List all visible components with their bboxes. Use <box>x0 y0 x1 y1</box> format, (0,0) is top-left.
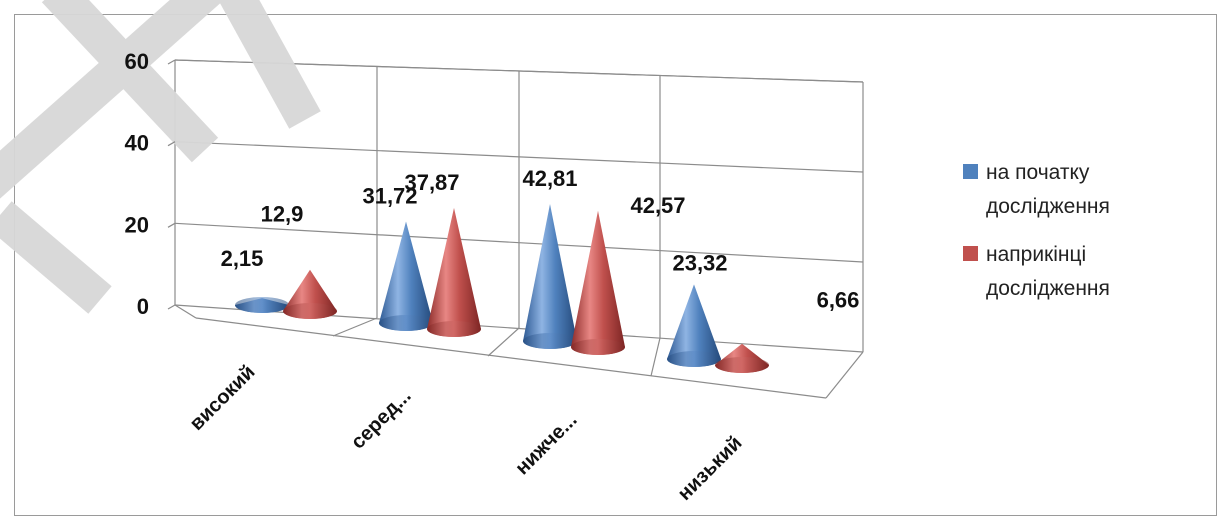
data-label-2-series-1: 31,72 <box>362 183 417 208</box>
legend: на початку дослідження наприкінці дослід… <box>963 161 1110 300</box>
y-tick-mark <box>167 59 176 65</box>
category-label-2: серед... <box>347 385 416 454</box>
floor-right-edge <box>825 351 864 399</box>
floor-divider-3 <box>650 337 661 377</box>
cone-2-series-2 <box>427 207 481 337</box>
legend-swatch-series-2 <box>963 246 978 261</box>
y-tick-mark <box>167 141 176 147</box>
cone-base-2-series-2 <box>427 321 481 337</box>
data-label-3-series-1: 42,81 <box>522 166 577 191</box>
cone-base-1-series-2 <box>283 303 337 319</box>
cone-3-series-1 <box>523 204 577 349</box>
gridline <box>174 141 864 173</box>
legend-label-series-2-line-1: наприкінці <box>986 243 1086 266</box>
gridline <box>174 222 864 263</box>
data-label-1-series-1: 2,15 <box>221 246 264 271</box>
data-label-2-series-2: 37,87 <box>404 170 459 195</box>
y-tick-label: 40 <box>125 131 149 156</box>
y-tick-label: 20 <box>125 212 149 237</box>
cone-base-3-series-1 <box>523 333 577 349</box>
data-label-4-series-1: 23,32 <box>672 250 727 275</box>
floor-front-edge <box>195 317 827 399</box>
legend-label-series-2-line-2: дослідження <box>986 277 1110 300</box>
cone-base-3-series-2 <box>571 339 625 355</box>
watermark-shape <box>0 0 321 314</box>
category-labels: високий серед... нижче... низький <box>186 361 747 505</box>
cone-base-4-series-1 <box>667 351 721 367</box>
y-axis: 0 20 40 60 <box>125 49 176 319</box>
data-label-1-series-2: 12,9 <box>261 202 304 227</box>
category-label-4: низький <box>674 432 747 505</box>
category-label-1: високий <box>186 361 260 435</box>
cone-2-series-1 <box>379 221 433 331</box>
y-tick-label: 0 <box>137 294 149 319</box>
cone-base-2-series-1 <box>379 315 433 331</box>
legend-swatch-series-1 <box>963 164 978 179</box>
floor-divider-2 <box>487 327 520 357</box>
y-tick-mark <box>167 222 176 228</box>
floor-divider-1 <box>332 317 378 337</box>
cone-4-series-1 <box>667 284 721 367</box>
y-tick-label: 60 <box>125 49 149 74</box>
legend-label-series-1-line-1: на початку <box>986 161 1090 184</box>
y-tick-mark <box>167 304 176 310</box>
data-label-3-series-2: 42,57 <box>630 193 685 218</box>
series-cones <box>235 204 769 373</box>
cone-base-4-series-2 <box>715 357 769 373</box>
cone-3-series-2 <box>571 210 625 355</box>
category-label-3: нижче... <box>511 409 581 479</box>
data-label-4-series-2: 6,66 <box>817 288 860 313</box>
cone-base-1-series-1 <box>235 297 289 313</box>
chart-frame <box>14 14 1217 516</box>
legend-label-series-1-line-2: дослідження <box>986 195 1110 218</box>
floor-left-edge <box>174 304 197 319</box>
